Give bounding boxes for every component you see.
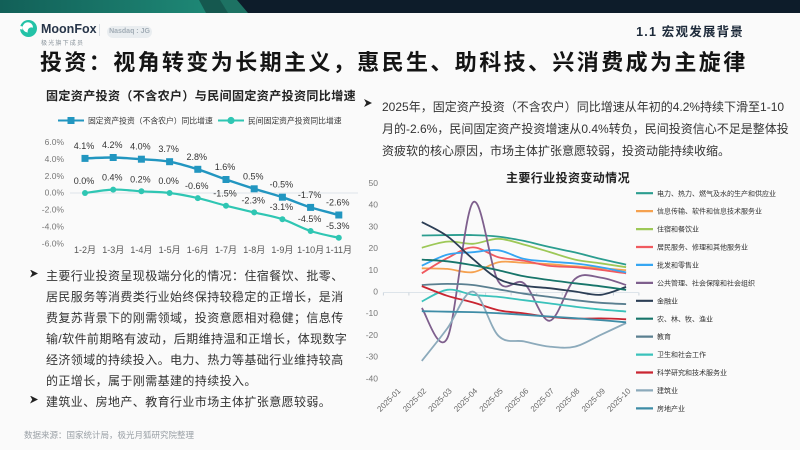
svg-text:-20: -20 [366, 330, 379, 340]
svg-text:0.5%: 0.5% [243, 171, 264, 181]
svg-text:-5.3%: -5.3% [326, 221, 350, 231]
svg-text:40: 40 [369, 200, 379, 210]
svg-text:0.4%: 0.4% [102, 173, 123, 183]
svg-text:0.0%: 0.0% [158, 176, 179, 186]
svg-text:0: 0 [373, 287, 378, 297]
svg-text:1-3月: 1-3月 [102, 245, 124, 255]
svg-text:2025-05: 2025-05 [478, 386, 506, 414]
svg-text:0.0%: 0.0% [45, 188, 65, 198]
svg-text:卫生和社会工作: 卫生和社会工作 [657, 350, 706, 359]
svg-text:1.6%: 1.6% [215, 162, 236, 172]
svg-text:-1.7%: -1.7% [298, 190, 322, 200]
svg-text:2025-06: 2025-06 [503, 386, 531, 414]
svg-text:2025-01: 2025-01 [375, 386, 403, 414]
svg-text:50: 50 [369, 178, 379, 188]
svg-text:1-7月: 1-7月 [215, 245, 237, 255]
svg-text:-0.5%: -0.5% [270, 180, 294, 190]
svg-text:科学研究和技术服务业: 科学研究和技术服务业 [657, 368, 727, 377]
svg-text:批发和零售业: 批发和零售业 [657, 261, 699, 270]
svg-text:-10: -10 [366, 308, 379, 318]
svg-text:30: 30 [369, 221, 379, 231]
svg-text:2025-08: 2025-08 [554, 386, 582, 414]
svg-text:民间固定资产投资同比增速: 民间固定资产投资同比增速 [248, 116, 342, 126]
svg-text:2025-07: 2025-07 [529, 386, 557, 414]
svg-text:电力、热力、燃气及水的生产和供应业: 电力、热力、燃气及水的生产和供应业 [657, 189, 776, 198]
svg-text:金融业: 金融业 [657, 296, 678, 305]
svg-text:0.2%: 0.2% [130, 174, 151, 184]
svg-text:教育: 教育 [657, 332, 671, 341]
svg-text:1-11月: 1-11月 [326, 245, 352, 255]
svg-text:6.0%: 6.0% [45, 137, 65, 147]
svg-text:固定资产投资（不含农户）同比增速: 固定资产投资（不含农户）同比增速 [88, 116, 213, 126]
svg-text:-2.6%: -2.6% [326, 198, 350, 208]
svg-text:农、林、牧、渔业: 农、林、牧、渔业 [657, 314, 713, 323]
svg-text:10: 10 [369, 265, 379, 275]
svg-text:2.0%: 2.0% [45, 171, 65, 181]
svg-text:2025-02: 2025-02 [401, 386, 429, 414]
svg-text:-3.1%: -3.1% [270, 202, 294, 212]
svg-text:建筑业: 建筑业 [657, 386, 678, 395]
svg-text:2.8%: 2.8% [187, 152, 208, 162]
svg-text:信息传输、软件和信息技术服务业: 信息传输、软件和信息技术服务业 [657, 207, 762, 216]
svg-text:1-6月: 1-6月 [187, 245, 209, 255]
svg-text:4.2%: 4.2% [102, 140, 123, 150]
svg-text:1-2月: 1-2月 [74, 245, 96, 255]
svg-text:-1.5%: -1.5% [213, 189, 237, 199]
svg-text:2025-10: 2025-10 [605, 386, 633, 414]
svg-text:2025-03: 2025-03 [427, 386, 455, 414]
svg-text:-0.6%: -0.6% [185, 181, 209, 191]
svg-text:固定资产投资（不含农户）与民间固定资产投资同比增速: 固定资产投资（不含农户）与民间固定资产投资同比增速 [46, 88, 356, 103]
svg-text:1-8月: 1-8月 [243, 245, 265, 255]
svg-text:居民服务、修理和其他服务业: 居民服务、修理和其他服务业 [657, 243, 748, 252]
svg-text:-40: -40 [366, 373, 379, 383]
svg-text:0.0%: 0.0% [74, 176, 95, 186]
svg-text:-2.3%: -2.3% [241, 195, 265, 205]
svg-text:4.0%: 4.0% [45, 154, 65, 164]
svg-text:住宿和餐饮业: 住宿和餐饮业 [657, 225, 699, 234]
svg-text:公共管理、社会保障和社会组织: 公共管理、社会保障和社会组织 [657, 279, 755, 288]
svg-text:2025-09: 2025-09 [580, 386, 608, 414]
svg-text:4.1%: 4.1% [74, 141, 95, 151]
svg-text:1-10月: 1-10月 [297, 245, 324, 255]
svg-text:-6.0%: -6.0% [42, 238, 65, 248]
svg-text:1-5月: 1-5月 [159, 245, 181, 255]
svg-text:2025-04: 2025-04 [452, 386, 480, 414]
svg-text:房地产业: 房地产业 [657, 404, 685, 413]
svg-text:-30: -30 [366, 352, 379, 362]
svg-text:-4.0%: -4.0% [42, 222, 65, 232]
svg-text:-4.5%: -4.5% [298, 214, 322, 224]
svg-text:1-4月: 1-4月 [130, 245, 152, 255]
svg-text:4.0%: 4.0% [130, 142, 151, 152]
svg-text:主要行业投资变动情况: 主要行业投资变动情况 [506, 170, 630, 185]
svg-text:20: 20 [369, 243, 379, 253]
svg-text:3.7%: 3.7% [158, 144, 179, 154]
svg-text:-2.0%: -2.0% [42, 205, 65, 215]
svg-text:1-9月: 1-9月 [271, 245, 293, 255]
